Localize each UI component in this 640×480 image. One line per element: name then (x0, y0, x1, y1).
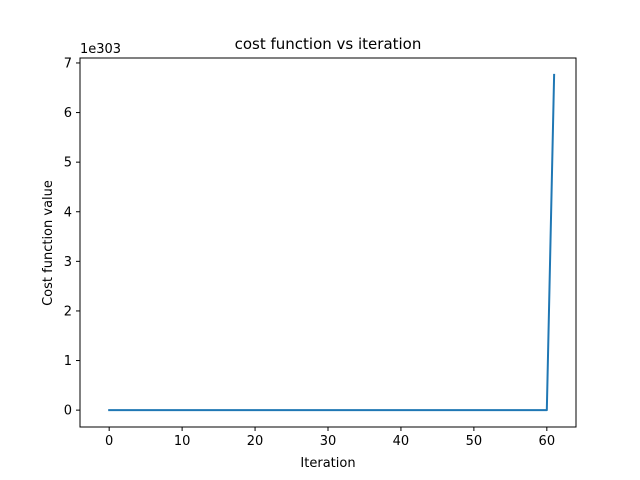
y-tick-label: 3 (64, 255, 72, 270)
x-tick-label: 30 (320, 434, 337, 449)
y-tick-label: 6 (64, 106, 72, 121)
y-tick-label: 2 (64, 304, 72, 319)
y-axis-title: Cost function value (41, 180, 56, 306)
x-tick-label: 50 (466, 434, 483, 449)
y-tick-label: 7 (64, 56, 72, 71)
y-axis-offset-label: 1e303 (80, 42, 121, 57)
x-tick-label: 0 (105, 434, 113, 449)
x-axis-title: Iteration (300, 456, 355, 471)
y-tick-label: 5 (64, 156, 72, 171)
plot-area: 0 10 20 30 40 50 60 0 1 2 3 4 5 6 7 (64, 56, 577, 449)
x-tick-label: 60 (539, 434, 556, 449)
y-tick-label: 0 (64, 404, 72, 419)
x-tick-label: 40 (393, 434, 410, 449)
y-tick-label: 1 (64, 354, 72, 369)
x-tick-label: 10 (174, 434, 191, 449)
series-line-0 (108, 73, 556, 412)
chart-title: cost function vs iteration (235, 35, 422, 53)
y-tick-label: 4 (64, 205, 72, 220)
x-tick-label: 20 (247, 434, 264, 449)
